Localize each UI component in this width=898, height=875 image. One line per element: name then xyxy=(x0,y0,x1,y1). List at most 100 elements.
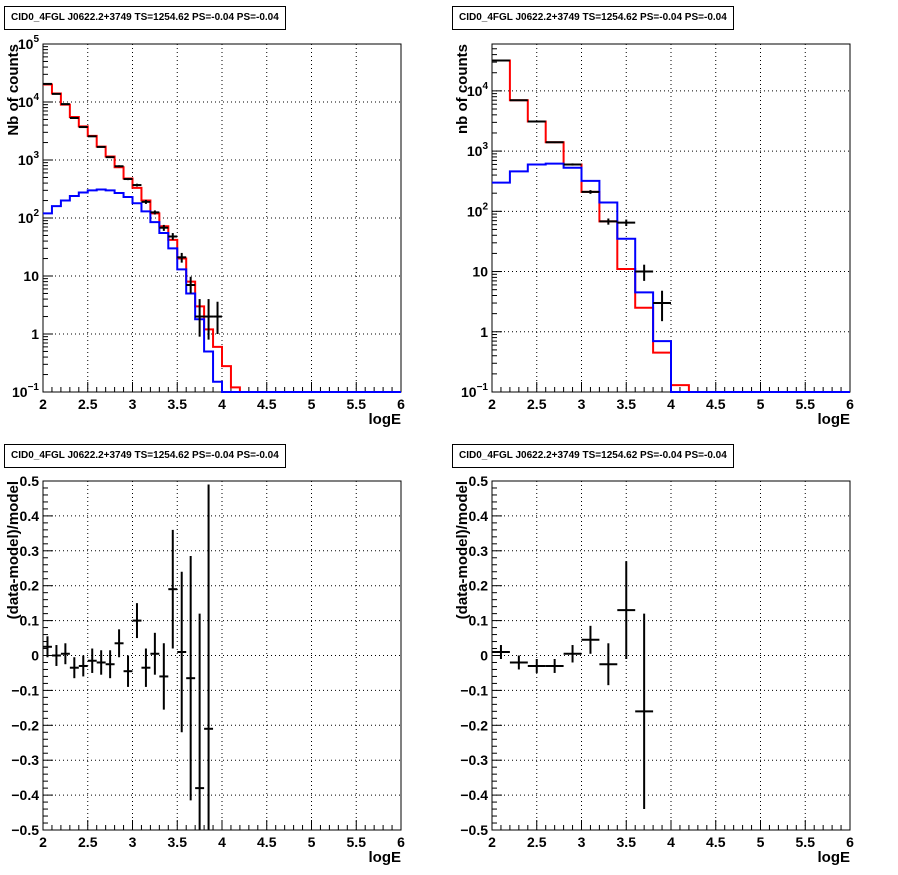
data-point xyxy=(635,264,654,281)
data-point xyxy=(204,484,214,830)
x-tick-label: 5 xyxy=(308,834,316,850)
y-tick-label: −0.4 xyxy=(11,787,39,803)
x-tick-label: 4 xyxy=(667,834,675,850)
y-tick-label: −0.3 xyxy=(460,752,488,768)
data-point xyxy=(43,636,52,658)
x-axis-label: logE xyxy=(818,411,851,428)
data-point xyxy=(563,645,582,663)
x-tick-label: 5.5 xyxy=(347,834,367,850)
data-point xyxy=(653,290,671,322)
x-tick-label: 5.5 xyxy=(796,834,816,850)
x-tick-label: 3.5 xyxy=(617,396,637,412)
data-point xyxy=(105,156,115,159)
pad-title-bottom-right: CID0_4FGL J0622.2+3749 TS=1254.62 PS=-0.… xyxy=(452,444,734,468)
y-axis-label: nb of counts xyxy=(454,44,471,134)
y-tick-label: 102 xyxy=(18,208,40,226)
x-tick-label: 5 xyxy=(757,396,765,412)
data-point xyxy=(114,165,124,168)
data-point xyxy=(204,299,214,340)
x-axis-label: logE xyxy=(369,849,402,866)
data-point xyxy=(213,301,222,334)
data-point xyxy=(563,163,582,166)
data-point xyxy=(545,658,564,673)
y-tick-label: −0.2 xyxy=(460,717,488,733)
x-tick-label: 4.5 xyxy=(706,834,726,850)
data-point xyxy=(43,82,52,85)
data-point xyxy=(159,224,169,231)
y-tick-label: 1 xyxy=(480,324,488,340)
x-tick-label: 6 xyxy=(397,396,405,412)
data-point xyxy=(150,632,160,675)
x-tick-label: 3.5 xyxy=(168,396,188,412)
data-point xyxy=(87,648,97,673)
data-point xyxy=(527,120,546,123)
y-axis-label: (data-model)/model xyxy=(454,481,471,619)
x-tick-label: 3 xyxy=(578,396,586,412)
data-point xyxy=(581,190,600,194)
x-tick-label: 4.5 xyxy=(257,396,277,412)
data-point xyxy=(87,135,97,138)
data-point xyxy=(60,103,70,106)
data-point xyxy=(545,141,564,144)
y-tick-label: 0.3 xyxy=(20,543,40,559)
data-point xyxy=(123,655,133,687)
series-step-line-1 xyxy=(43,188,401,393)
x-tick-label: 2.5 xyxy=(527,396,547,412)
y-tick-label: 0.2 xyxy=(469,578,489,594)
y-tick-label: −0.2 xyxy=(11,717,39,733)
pad-title-top-left: CID0_4FGL J0622.2+3749 TS=1254.62 PS=-0.… xyxy=(4,6,286,30)
x-tick-label: 3.5 xyxy=(617,834,637,850)
chart-bottom-left: 2 2.5 3 3.5 4 4.5 5 5.5 6 −0.5 −0.4 −0.3 −0.2 −0.1 0 0.… xyxy=(5,473,405,866)
data-point xyxy=(51,92,61,95)
data-point xyxy=(159,643,169,710)
y-tick-label: 10−1 xyxy=(461,382,488,400)
data-point xyxy=(114,629,124,658)
x-tick-label: 2.5 xyxy=(78,834,98,850)
data-point xyxy=(150,210,160,215)
x-tick-label: 5.5 xyxy=(347,396,367,412)
y-tick-label: 104 xyxy=(18,92,40,110)
x-tick-label: 5 xyxy=(757,834,765,850)
x-tick-label: 6 xyxy=(846,834,854,850)
data-point xyxy=(581,625,600,654)
data-point xyxy=(527,658,546,673)
data-point xyxy=(617,561,636,659)
y-tick-label: 0.4 xyxy=(469,508,489,524)
y-tick-label: −0.5 xyxy=(11,822,39,838)
y-tick-label: 10 xyxy=(23,268,39,284)
x-tick-label: 6 xyxy=(846,396,854,412)
y-tick-label: 0.3 xyxy=(469,543,489,559)
y-tick-label: 0.4 xyxy=(20,508,40,524)
x-tick-label: 2 xyxy=(39,396,47,412)
x-tick-label: 2.5 xyxy=(78,396,98,412)
x-tick-label: 4 xyxy=(218,396,226,412)
x-tick-label: 3 xyxy=(578,834,586,850)
data-point xyxy=(177,571,187,733)
data-point xyxy=(78,655,88,677)
data-point xyxy=(186,276,196,294)
y-tick-label: 103 xyxy=(18,150,40,168)
y-tick-label: 0.1 xyxy=(20,613,40,629)
data-point xyxy=(96,650,106,675)
data-point xyxy=(599,218,618,225)
data-point xyxy=(60,643,70,665)
data-point xyxy=(599,643,618,686)
y-tick-label: −0.1 xyxy=(460,682,488,698)
data-point xyxy=(177,252,187,263)
data-point xyxy=(105,650,115,679)
data-point xyxy=(51,645,61,666)
y-tick-label: 10−1 xyxy=(12,382,39,400)
data-point xyxy=(168,529,178,649)
data-point xyxy=(69,116,79,119)
series-step-line-1 xyxy=(492,162,850,393)
y-tick-label: 102 xyxy=(467,201,489,219)
data-point xyxy=(635,613,654,810)
y-tick-label: −0.4 xyxy=(460,787,488,803)
chart-bottom-right: 2 2.5 3 3.5 4 4.5 5 5.5 6 −0.5 −0.4 −0.3 −0.2 −0.1 0 0.… xyxy=(454,473,854,866)
x-tick-label: 6 xyxy=(397,834,405,850)
chart-top-left: 2 2.5 3 3.5 4 4.5 5 5.5 6 10−1 1 10 102 103 104 105 logE… xyxy=(5,34,405,428)
y-tick-label: −0.1 xyxy=(11,682,39,698)
y-tick-label: −0.3 xyxy=(11,752,39,768)
data-point xyxy=(132,603,142,639)
data-point xyxy=(69,657,79,679)
